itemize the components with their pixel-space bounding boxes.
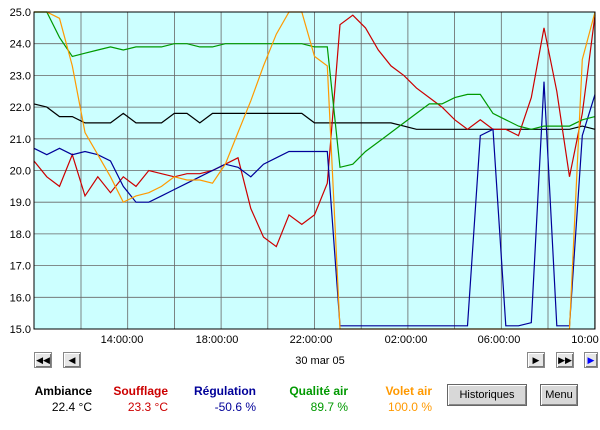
legend-value: 23.3 °C [127,400,168,414]
x-tick-label: 22:00:00 [290,334,333,345]
x-tick-label: 10:00 [571,334,599,345]
y-tick-label: 16.0 [10,292,31,304]
line-chart: 25.0 24.0 23.0 22.0 21.0 20.0 19.0 18.0 17.0 16.0… [10,7,599,345]
date-label: 30 mar 05 [295,355,345,367]
y-tick-label: 25.0 [10,7,31,19]
x-tick-label: 14:00:00 [101,334,144,345]
y-axis: 25.0 24.0 23.0 22.0 21.0 20.0 19.0 18.0 17.0 16.0… [10,7,31,336]
series-lines [33,11,596,330]
series-line-qualit-air [34,11,596,169]
step-back-icon: ◀ [68,354,76,365]
history-button[interactable]: Historiques [447,384,527,406]
legend-value: -50.6 % [214,400,256,414]
legend-name: Ambiance [34,384,92,398]
y-tick-label: 20.0 [10,166,31,178]
x-tick-label: 06:00:00 [478,334,521,345]
rewind-button[interactable]: ◀◀ [34,352,52,368]
legend-name: Soufflage [113,384,168,398]
legend-value: 89.7 % [310,400,348,414]
y-tick-label: 18.0 [10,229,31,241]
legend-soufflage: Soufflage 23.3 °C [96,384,168,414]
y-tick-label: 21.0 [10,134,31,146]
step-back-button[interactable]: ◀ [63,352,81,368]
forward-button[interactable]: ▶▶ [556,352,574,368]
y-tick-label: 22.0 [10,102,31,114]
series-line-soufflage [33,14,596,248]
fast-rewind-icon: ◀◀ [36,354,50,365]
legend-value: 100.0 % [387,400,432,414]
legend-name: Volet air [385,384,432,398]
legend-name: Qualité air [289,384,348,398]
legend-name: Régulation [194,384,256,398]
legend-volet-air: Volet air 100.0 % [360,384,432,414]
series-line-r-gulation [33,81,596,327]
y-tick-label: 19.0 [10,197,31,209]
legend-value: 22.4 °C [51,400,92,414]
y-tick-label: 17.0 [10,261,31,273]
legend-ambiance: Ambiance 22.4 °C [20,384,92,414]
x-tick-label: 02:00:00 [385,334,428,345]
end-button[interactable]: ▶ [584,352,598,368]
x-tick-label: 18:00:00 [196,334,239,345]
end-icon: ▶ [587,354,595,365]
y-tick-label: 15.0 [10,324,31,336]
step-forward-button[interactable]: ▶ [527,352,545,368]
step-forward-icon: ▶ [532,354,540,365]
y-tick-label: 24.0 [10,39,31,51]
menu-button[interactable]: Menu [540,384,578,406]
x-axis: 14:00:00 18:00:00 22:00:00 02:00:00 06:00:00… [101,334,599,345]
legend-regulation: Régulation -50.6 % [176,384,256,414]
legend-qualite-air: Qualité air 89.7 % [268,384,348,414]
y-tick-label: 23.0 [10,70,31,82]
fast-forward-icon: ▶▶ [558,354,572,365]
